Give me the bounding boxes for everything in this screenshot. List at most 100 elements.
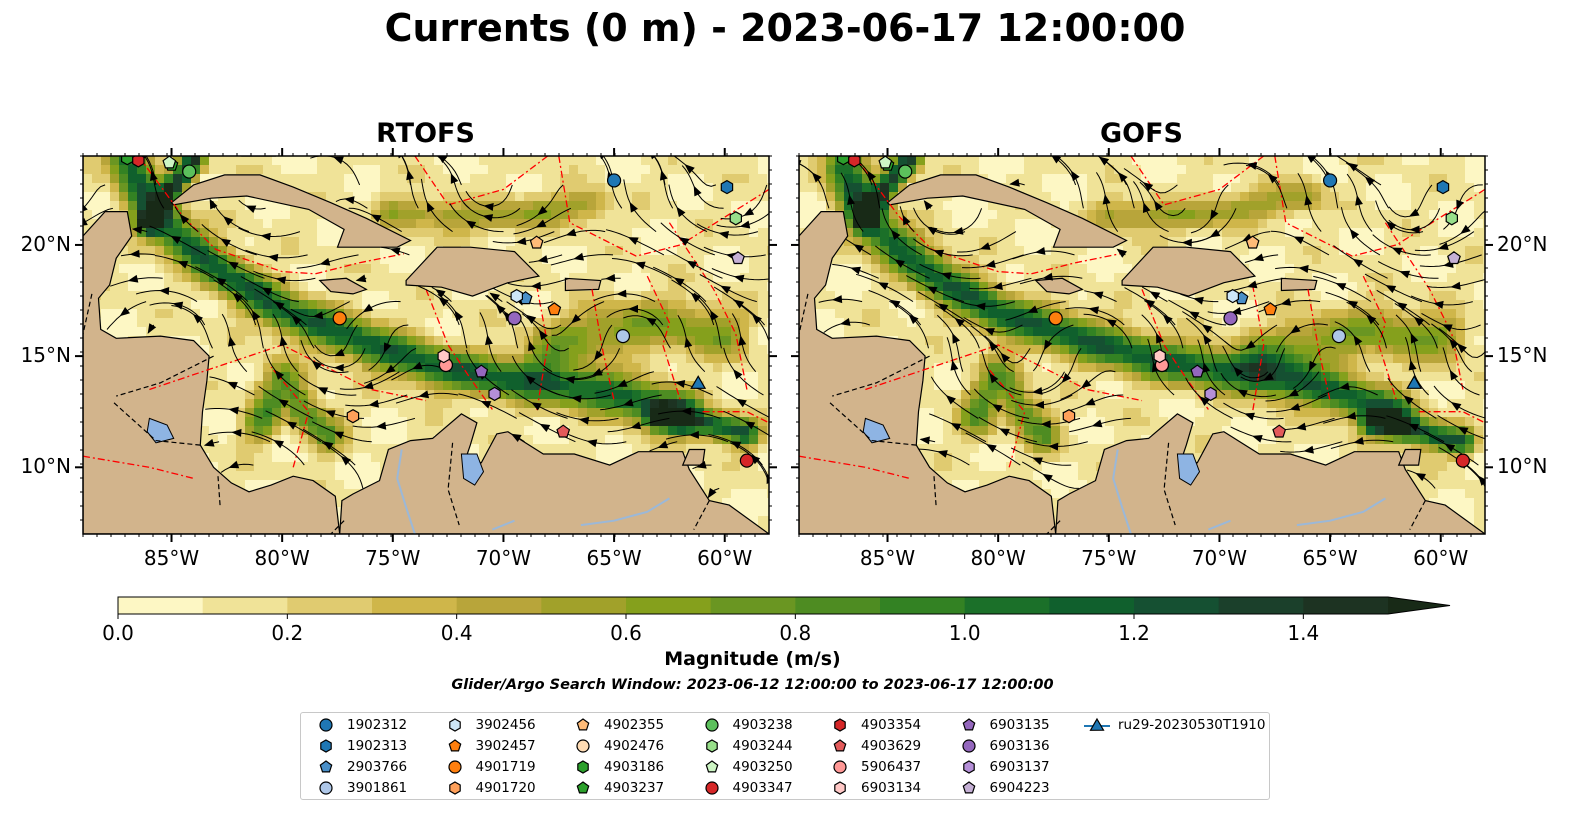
float-4903629 [1272, 424, 1287, 438]
legend-marker-icon [833, 739, 847, 752]
lon-tick-label: 70°W [1191, 546, 1248, 570]
colorbar-bin [710, 597, 796, 614]
legend-marker [961, 739, 976, 753]
legend-marker-icon [705, 739, 718, 753]
colorbar-extend-arrow [1388, 597, 1450, 614]
float-4901719 [332, 311, 347, 326]
legend-marker-icon [448, 781, 461, 795]
float-markers [120, 156, 754, 468]
legend-marker [834, 781, 846, 795]
float-markers [836, 156, 1470, 468]
legend-entry: 1902312 [313, 715, 407, 735]
legend-marker [319, 718, 333, 732]
legend-marker [320, 739, 332, 753]
legend-marker-icon [1084, 717, 1110, 731]
float-4903250 [162, 156, 177, 169]
panel-title-rtofs: RTOFS [376, 118, 475, 149]
legend-marker [319, 781, 333, 795]
lon-tick-label: 65°W [586, 546, 642, 570]
float-4901720 [346, 409, 360, 424]
legend-entry: 6903136 [956, 736, 1050, 756]
legend-marker-icon [704, 718, 719, 732]
legend-label: 4903244 [732, 738, 793, 754]
lon-tick-label: 70°W [475, 546, 532, 570]
legend-marker-icon [962, 781, 975, 794]
float-1902312 [1322, 173, 1338, 188]
legend-entry: 3902457 [442, 736, 536, 756]
legend-label: 4902355 [604, 717, 665, 733]
colorbar-tick-label: 1.2 [1118, 621, 1150, 645]
legend-marker-icon [448, 739, 461, 752]
lon-tick-label: 80°W [970, 546, 1026, 570]
float-6903135 [474, 364, 489, 378]
colorbar-bin [1303, 597, 1389, 614]
colorbar-bin [202, 597, 288, 614]
float-1902313 [720, 179, 734, 195]
float-4901719 [1048, 311, 1063, 326]
legend-entry: 4902355 [570, 715, 664, 735]
lon-tick-label: 85°W [859, 546, 916, 570]
legend-label: 3901861 [347, 780, 408, 796]
legend-label: 2903766 [347, 759, 408, 775]
colorbar-tick-label: 0.8 [779, 621, 812, 645]
float-6904223 [731, 251, 745, 265]
colorbar-bin [964, 597, 1050, 614]
lon-tick-label: 80°W [254, 546, 310, 570]
float-1902312 [606, 173, 622, 188]
legend-entry: 2903766 [313, 757, 407, 777]
legend-marker-icon [319, 760, 333, 773]
legend-label: 5906437 [861, 759, 922, 775]
legend-label: 6903137 [989, 759, 1050, 775]
colorbar-bin [1134, 597, 1220, 614]
legend-label: 4903238 [732, 717, 793, 733]
figure-title: Currents (0 m) - 2023-06-17 12:00:00 [384, 6, 1186, 50]
colorbar-tick-label: 0.4 [440, 621, 473, 645]
colorbar-bin [456, 597, 542, 614]
colorbar-label: Magnitude (m/s) [664, 648, 841, 670]
colorbar [117, 596, 1451, 619]
float-6903137 [488, 386, 501, 402]
float-3901861 [1331, 329, 1347, 344]
legend-label: 4903347 [732, 780, 793, 796]
legend-marker [448, 739, 461, 752]
legend-entry: ru29-20230530T1910 [1084, 715, 1265, 735]
land [799, 156, 1485, 534]
legend-marker-icon [319, 781, 333, 795]
legend-entry: 4903250 [699, 757, 793, 777]
colorbar-bin [880, 597, 966, 614]
legend-marker [833, 760, 847, 774]
legend-marker-icon [834, 718, 846, 732]
colorbar-bin [1049, 597, 1135, 614]
legend-marker-icon [319, 718, 333, 732]
legend-entry: 4902476 [570, 736, 664, 756]
legend-marker-icon [962, 718, 975, 731]
legend-marker-icon [576, 739, 590, 753]
legend-entry: 4903244 [699, 736, 793, 756]
legend-marker [704, 781, 719, 795]
legend-marker-icon [320, 739, 332, 753]
legend-marker [834, 718, 846, 732]
map-panel-gofs [791, 148, 1493, 542]
float-6903136 [1223, 311, 1238, 326]
lon-tick-label: 60°W [1413, 546, 1469, 570]
float-3902456 [1226, 288, 1240, 304]
lat-tick-label: 10°N [1497, 454, 1548, 479]
lon-tick-label: 75°W [1081, 546, 1137, 570]
panel-title-gofs: GOFS [1099, 118, 1183, 149]
lon-tick-label: 85°W [143, 546, 200, 570]
colorbar-bin [795, 597, 881, 614]
legend-marker [576, 781, 590, 794]
legend-label: 4903186 [604, 759, 665, 775]
legend-label: 4903250 [732, 759, 793, 775]
colorbar-bin [1218, 597, 1304, 614]
legend-entry: 4901719 [442, 757, 536, 777]
colorbar-bin [118, 597, 204, 614]
lon-tick-label: 75°W [365, 546, 421, 570]
legend-marker-icon [962, 760, 975, 774]
legend-entry: 4903354 [827, 715, 921, 735]
legend-marker [577, 760, 589, 774]
float-4903629 [556, 424, 571, 438]
float-4903347 [739, 453, 754, 468]
legend-entry: 6903137 [956, 757, 1050, 777]
lat-tick-label: 15°N [20, 343, 71, 368]
